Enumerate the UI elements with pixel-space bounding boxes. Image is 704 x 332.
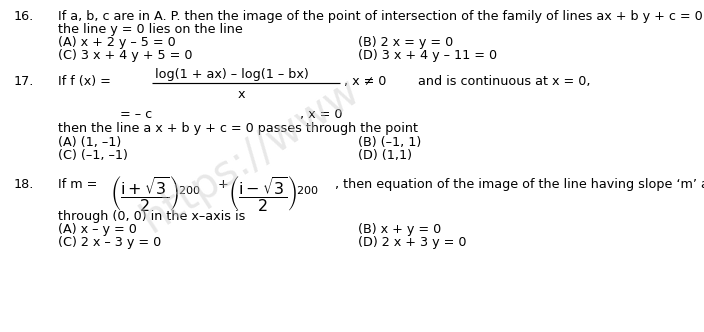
Text: (B) x + y = 0: (B) x + y = 0 (358, 223, 441, 236)
Text: 16.: 16. (14, 10, 34, 23)
Text: If a, b, c are in A. P. then the image of the point of intersection of the famil: If a, b, c are in A. P. then the image o… (58, 10, 704, 23)
Text: , then equation of the image of the line having slope ‘m’ and passing: , then equation of the image of the line… (335, 178, 704, 191)
Text: (B) 2 x = y = 0: (B) 2 x = y = 0 (358, 36, 453, 49)
Text: 18.: 18. (14, 178, 34, 191)
Text: , x ≠ 0: , x ≠ 0 (344, 75, 386, 88)
Text: (A) x + 2 y – 5 = 0: (A) x + 2 y – 5 = 0 (58, 36, 176, 49)
Text: $\left(\dfrac{\mathrm{i}+\sqrt{3}}{2}\right)^{\!200}$: $\left(\dfrac{\mathrm{i}+\sqrt{3}}{2}\ri… (110, 175, 201, 214)
Text: , x = 0: , x = 0 (300, 108, 343, 121)
Text: If m =: If m = (58, 178, 97, 191)
Text: through (0, 0) in the x–axis is: through (0, 0) in the x–axis is (58, 210, 246, 223)
Text: (D) (1,1): (D) (1,1) (358, 149, 412, 162)
Text: https://www: https://www (133, 69, 367, 241)
Text: (C) (–1, –1): (C) (–1, –1) (58, 149, 128, 162)
Text: (C) 2 x – 3 y = 0: (C) 2 x – 3 y = 0 (58, 236, 161, 249)
Text: (A) x – y = 0: (A) x – y = 0 (58, 223, 137, 236)
Text: (D) 2 x + 3 y = 0: (D) 2 x + 3 y = 0 (358, 236, 467, 249)
Text: If f (x) =: If f (x) = (58, 75, 111, 88)
Text: log(1 + ax) – log(1 – bx): log(1 + ax) – log(1 – bx) (155, 68, 309, 81)
Text: = – c: = – c (120, 108, 152, 121)
Text: (D) 3 x + 4 y – 11 = 0: (D) 3 x + 4 y – 11 = 0 (358, 49, 497, 62)
Text: $\left(\dfrac{\mathrm{i}-\sqrt{3}}{2}\right)^{\!200}$: $\left(\dfrac{\mathrm{i}-\sqrt{3}}{2}\ri… (228, 175, 319, 214)
Text: (A) (1, –1): (A) (1, –1) (58, 136, 121, 149)
Text: and is continuous at x = 0,: and is continuous at x = 0, (418, 75, 591, 88)
Text: +: + (218, 178, 229, 191)
Text: the line y = 0 lies on the line: the line y = 0 lies on the line (58, 23, 243, 36)
Text: then the line a x + b y + c = 0 passes through the point: then the line a x + b y + c = 0 passes t… (58, 122, 418, 135)
Text: 17.: 17. (14, 75, 34, 88)
Text: (C) 3 x + 4 y + 5 = 0: (C) 3 x + 4 y + 5 = 0 (58, 49, 192, 62)
Text: (B) (–1, 1): (B) (–1, 1) (358, 136, 421, 149)
Text: x: x (238, 88, 246, 101)
